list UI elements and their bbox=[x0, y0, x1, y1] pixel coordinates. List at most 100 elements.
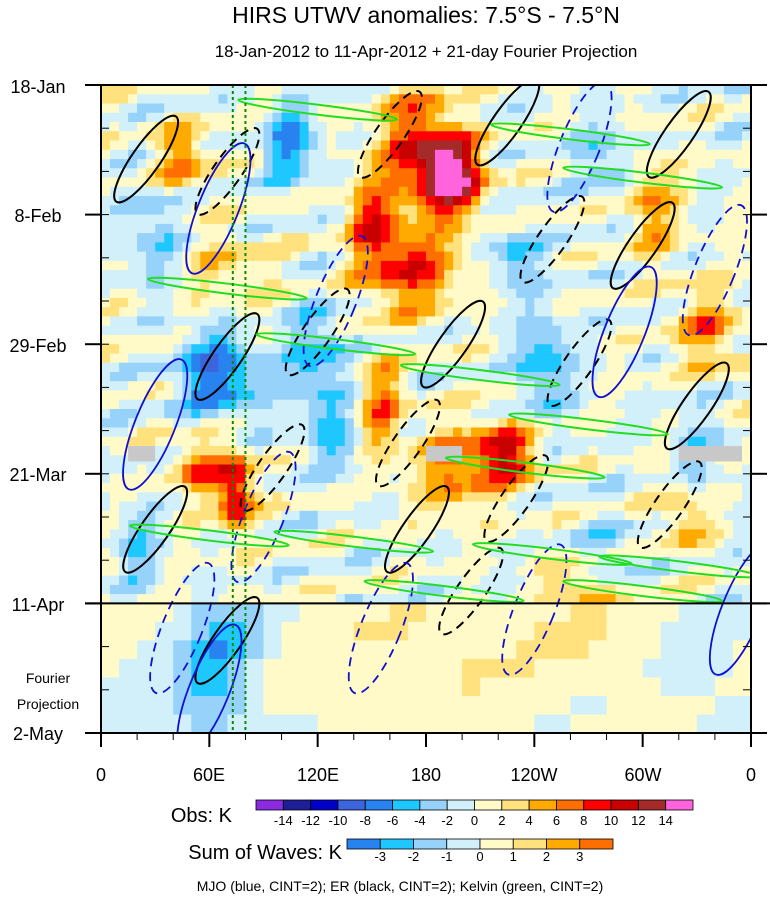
projection-cell bbox=[299, 640, 319, 660]
kelvin-contour bbox=[237, 97, 399, 122]
field-cell bbox=[597, 390, 608, 401]
field-cell bbox=[110, 436, 120, 447]
field-cell bbox=[209, 242, 219, 253]
field-cell bbox=[299, 566, 310, 577]
field-cell bbox=[200, 520, 210, 530]
field-cell bbox=[335, 168, 346, 179]
field-cell bbox=[588, 566, 599, 577]
field-cell bbox=[101, 575, 111, 586]
field-cell bbox=[543, 409, 553, 419]
field-cell bbox=[191, 353, 201, 364]
field-cell bbox=[624, 390, 635, 401]
field-cell bbox=[335, 85, 346, 95]
field-cell bbox=[146, 149, 156, 160]
field-cell bbox=[444, 418, 454, 429]
field-cell bbox=[155, 436, 165, 447]
field-cell bbox=[362, 529, 373, 540]
field-cell bbox=[236, 242, 246, 253]
projection-cell bbox=[371, 677, 391, 697]
field-cell bbox=[101, 112, 111, 123]
field-cell bbox=[507, 390, 517, 401]
field-cell bbox=[552, 186, 562, 197]
field-cell bbox=[182, 279, 192, 290]
field-cell bbox=[723, 594, 734, 604]
field-cell bbox=[200, 168, 210, 179]
field-cell bbox=[407, 223, 418, 234]
field-cell bbox=[426, 473, 436, 484]
obs-level-label: 14 bbox=[658, 813, 672, 828]
field-cell bbox=[723, 344, 734, 355]
field-cell bbox=[742, 547, 751, 558]
field-cell bbox=[299, 483, 310, 493]
field-cell bbox=[426, 538, 436, 549]
field-cell bbox=[101, 492, 111, 503]
field-cell bbox=[660, 149, 671, 160]
field-cell bbox=[299, 473, 310, 484]
field-cell bbox=[417, 297, 427, 308]
field-cell bbox=[570, 140, 580, 151]
field-cell bbox=[227, 205, 237, 216]
field-cell bbox=[633, 214, 644, 225]
obs-level-label: 0 bbox=[471, 813, 478, 828]
field-cell bbox=[417, 483, 427, 493]
field-cell bbox=[687, 279, 698, 290]
field-cell bbox=[335, 594, 346, 604]
field-cell bbox=[444, 427, 454, 438]
field-cell bbox=[561, 205, 571, 216]
kelvin-contour bbox=[598, 554, 751, 579]
field-cell bbox=[209, 362, 219, 373]
field-cell bbox=[687, 492, 698, 503]
field-cell bbox=[723, 251, 734, 262]
field-cell bbox=[389, 196, 400, 206]
field-cell bbox=[489, 418, 499, 429]
projection-cell bbox=[371, 640, 391, 660]
field-cell bbox=[714, 260, 725, 271]
field-cell bbox=[173, 501, 183, 512]
field-cell bbox=[489, 297, 499, 308]
projection-cell bbox=[660, 603, 680, 623]
field-cell bbox=[705, 103, 716, 114]
field-cell bbox=[173, 547, 183, 558]
field-cell bbox=[534, 427, 544, 438]
field-cell bbox=[146, 529, 156, 540]
field-cell bbox=[417, 85, 427, 95]
field-cell bbox=[119, 538, 129, 549]
field-cell bbox=[128, 94, 138, 105]
field-cell bbox=[462, 353, 472, 364]
field-cell bbox=[164, 297, 174, 308]
field-cell bbox=[155, 223, 165, 234]
field-cell bbox=[651, 233, 662, 243]
field-cell bbox=[417, 390, 427, 401]
field-cell bbox=[606, 362, 617, 373]
field-cell bbox=[317, 140, 328, 151]
field-cell bbox=[453, 594, 463, 604]
field-cell bbox=[254, 575, 265, 586]
field-cell bbox=[173, 316, 183, 327]
field-cell bbox=[371, 288, 382, 299]
field-cell bbox=[380, 223, 391, 234]
field-cell bbox=[570, 325, 580, 336]
field-cell bbox=[101, 362, 111, 373]
field-cell bbox=[173, 214, 183, 225]
field-cell bbox=[344, 251, 355, 262]
field-cell bbox=[507, 464, 517, 475]
field-cell bbox=[173, 566, 183, 577]
field-cell bbox=[597, 520, 608, 530]
field-cell bbox=[200, 94, 210, 105]
field-cell bbox=[705, 196, 716, 206]
field-cell bbox=[380, 492, 391, 503]
field-cell bbox=[245, 140, 255, 151]
field-cell bbox=[552, 436, 562, 447]
field-cell bbox=[552, 362, 562, 373]
field-cell bbox=[119, 418, 129, 429]
field-cell bbox=[615, 362, 626, 373]
field-cell bbox=[308, 168, 319, 179]
field-cell bbox=[498, 140, 508, 151]
field-cell bbox=[615, 492, 626, 503]
er-contour bbox=[420, 299, 487, 389]
field-cell bbox=[660, 223, 671, 234]
field-cell bbox=[362, 344, 373, 355]
field-cell bbox=[678, 418, 689, 429]
field-cell bbox=[389, 455, 400, 466]
field-cell bbox=[353, 223, 364, 234]
